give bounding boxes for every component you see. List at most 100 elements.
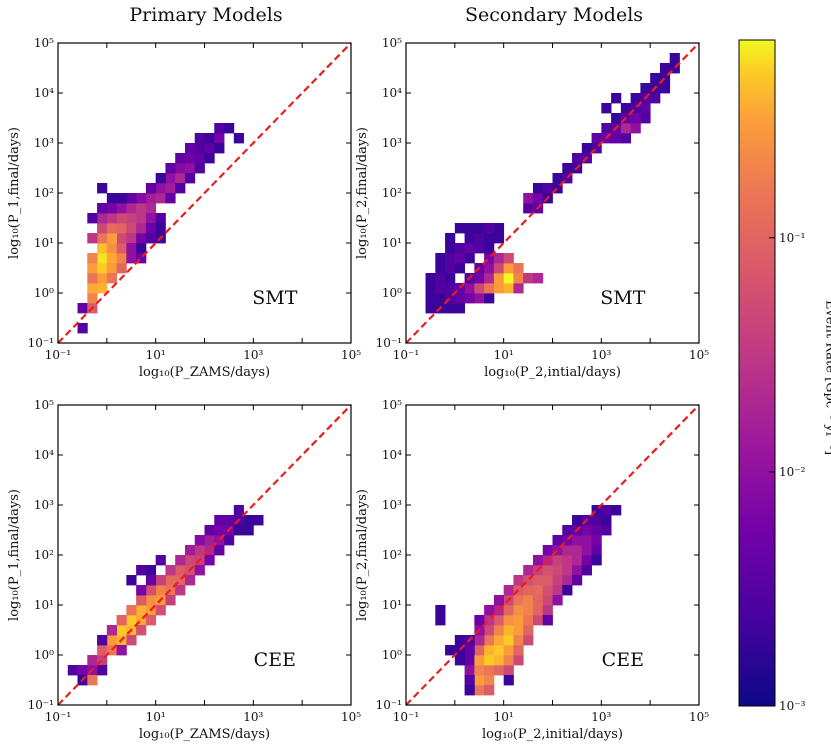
heatmap-cell	[136, 585, 147, 596]
x-tick-label: 10⁻¹	[45, 348, 71, 362]
heatmap-cell	[175, 153, 186, 164]
heatmap-cell	[513, 273, 524, 284]
heatmap-cell	[224, 515, 235, 526]
heatmap-cell	[523, 565, 534, 576]
heatmap-cell	[214, 535, 225, 546]
y-axis-label: log₁₀(P_1,final/days)	[7, 489, 22, 621]
heatmap-cell	[659, 83, 671, 94]
heatmap-cell	[97, 273, 108, 284]
heatmap-cell	[454, 253, 465, 264]
heatmap-cell	[155, 585, 166, 596]
heatmap-cell	[87, 283, 98, 294]
heatmap-cell	[523, 575, 534, 586]
panel-annotation: SMT	[252, 287, 297, 309]
column-title-primary: Primary Models	[129, 4, 283, 26]
y-tick-label: 10⁵	[382, 398, 402, 412]
heatmap-cell	[601, 515, 612, 526]
y-tick-label: 10⁴	[34, 86, 54, 100]
heatmap-cell	[214, 133, 225, 144]
heatmap-cell	[523, 625, 534, 636]
heatmap-cell	[116, 645, 127, 656]
y-tick-label: 10⁵	[34, 36, 54, 50]
heatmap-cell	[136, 213, 147, 224]
heatmap-cell	[454, 303, 465, 314]
heatmap-cell	[194, 143, 205, 154]
heatmap-cell	[503, 283, 514, 294]
y-axis-label: log₁₀(P_2,final/days)	[355, 127, 370, 259]
heatmap-cell	[97, 223, 108, 234]
heatmap-cell	[126, 575, 137, 586]
heatmap-cell	[552, 595, 563, 606]
heatmap-cell	[106, 213, 117, 224]
heatmap-cell	[552, 545, 563, 556]
heatmap-cell	[454, 283, 465, 294]
x-tick-label: 10⁵	[341, 710, 361, 724]
y-tick-label: 10³	[382, 136, 402, 150]
heatmap-cell	[591, 505, 602, 516]
heatmap-cell	[484, 605, 495, 616]
heatmap-cell	[77, 323, 88, 334]
heatmap-cell	[474, 223, 485, 234]
heatmap-cell	[425, 293, 436, 304]
heatmap-cell	[562, 545, 573, 556]
heatmap-cell	[572, 565, 583, 576]
heatmap-cell	[484, 233, 495, 244]
heatmap-cell	[581, 525, 592, 536]
y-tick-label: 10¹	[34, 598, 54, 612]
heatmap-cell	[145, 615, 157, 626]
heatmap-cell	[513, 625, 524, 636]
heatmap-cell	[513, 263, 524, 274]
heatmap-cell	[116, 193, 127, 204]
heatmap-cell	[484, 675, 495, 686]
heatmap-cell	[184, 575, 196, 586]
colorbar-tick-label: 10⁻¹	[779, 231, 805, 245]
y-tick-label: 10²	[382, 186, 402, 200]
heatmap-cell	[454, 655, 465, 666]
heatmap-cell	[523, 273, 534, 284]
heatmap-cell	[184, 173, 196, 184]
heatmap-cell	[425, 303, 436, 314]
x-tick-label: 10¹	[494, 348, 514, 362]
heatmap-cell	[67, 665, 78, 676]
heatmap-cell	[97, 665, 108, 676]
heatmap-cell	[464, 253, 475, 264]
heatmap-cell	[542, 545, 553, 556]
heatmap-cell	[552, 555, 563, 566]
heatmap-cell	[484, 665, 495, 676]
heatmap-cell	[572, 153, 583, 164]
heatmap-cell	[77, 303, 88, 314]
heatmap-cell	[464, 665, 475, 676]
heatmap-cell	[513, 595, 524, 606]
heatmap-cell	[214, 123, 225, 134]
y-tick-label: 10⁻¹	[28, 336, 54, 350]
heatmap-cell	[562, 173, 573, 184]
heatmap-cell	[126, 203, 137, 214]
heatmap-cell	[493, 253, 505, 264]
heatmap-cell	[503, 263, 514, 274]
heatmap-panel-bottom-right: 10⁻¹ 10¹ 10³ 10⁵ 10⁻¹ 10⁰ 10¹ 10² 10³ 10⁴ 10⁵ log₁₀…	[355, 398, 709, 742]
heatmap-cell	[523, 203, 534, 214]
heatmap-cell	[445, 273, 456, 284]
heatmap-cell	[493, 655, 505, 666]
heatmap-cell	[445, 645, 456, 656]
heatmap-cell	[165, 565, 176, 576]
heatmap-cell	[620, 123, 632, 134]
heatmap-cell	[464, 645, 475, 656]
heatmap-cell	[435, 273, 446, 284]
heatmap-cell	[542, 595, 553, 606]
heatmap-cell	[145, 233, 157, 244]
heatmap-cell	[136, 605, 147, 616]
heatmap-cell	[474, 665, 485, 676]
x-axis-label: log₁₀(P_ZAMS/days)	[139, 727, 270, 742]
heatmap-cell	[106, 233, 117, 244]
heatmap-cell	[145, 585, 157, 596]
heatmap-cell	[194, 565, 205, 576]
heatmap-cell	[493, 615, 505, 626]
heatmap-cell	[155, 555, 166, 566]
heatmap-panel-top-right: 10⁻¹ 10¹ 10³ 10⁵ 10⁻¹ 10⁰ 10¹ 10² 10³ 10⁴ 10⁵ log₁₀…	[355, 36, 709, 380]
heatmap-cell	[116, 615, 127, 626]
heatmap-cell	[484, 253, 495, 264]
heatmap-cell	[425, 273, 436, 284]
diagonal-line	[405, 404, 700, 706]
